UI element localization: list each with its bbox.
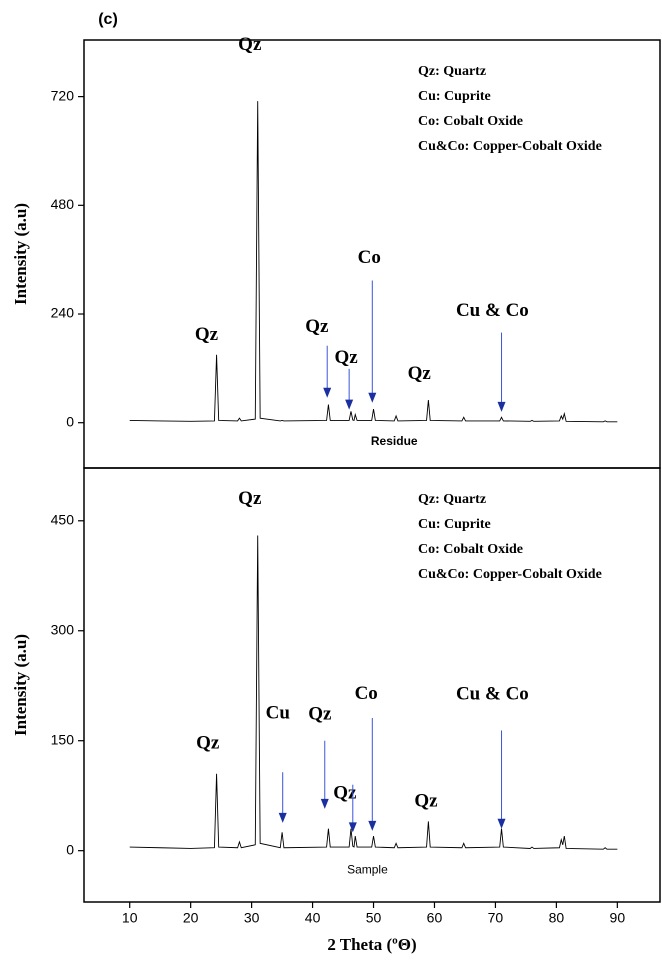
peak-annotation: Qz — [408, 363, 432, 384]
legend-note: Qz: Quartz — [418, 64, 486, 79]
y-axis-label: Intensity (a.u) — [11, 634, 30, 736]
arrow-head — [345, 399, 354, 410]
y-tick-label: 150 — [51, 731, 75, 747]
peak-annotation: Co — [358, 247, 381, 268]
y-tick-label: 240 — [51, 305, 75, 321]
y-tick-label: 720 — [51, 87, 75, 103]
legend-note: Cu: Cuprite — [418, 517, 491, 532]
peak-annotation: Cu — [266, 703, 291, 724]
plot-frame — [83, 467, 661, 903]
panel-caption: Sample — [347, 863, 388, 877]
x-tick-label: 20 — [183, 910, 199, 926]
x-tick-label: 30 — [244, 910, 260, 926]
peak-annotation: Qz — [195, 324, 219, 345]
arrow-head — [368, 392, 377, 403]
arrow-head — [368, 820, 377, 831]
arrow-head — [497, 401, 506, 412]
peak-annotation: Qz — [414, 791, 438, 812]
xrd-line — [129, 535, 618, 850]
x-axis-label: 2 Theta (ºΘ) — [327, 935, 416, 954]
legend-note: Qz: Quartz — [418, 492, 486, 507]
legend-note: Cu: Cuprite — [418, 89, 491, 104]
x-tick-label: 50 — [366, 910, 382, 926]
y-tick-label: 300 — [51, 621, 75, 637]
panel-caption: Residue — [371, 434, 418, 448]
x-tick-label: 40 — [305, 910, 321, 926]
y-tick-label: 0 — [66, 413, 74, 429]
peak-annotation: Qz — [305, 316, 329, 337]
peak-annotation: Cu & Co — [456, 684, 529, 705]
x-tick-label: 80 — [549, 910, 565, 926]
legend-note: Cu&Co: Copper-Cobalt Oxide — [418, 139, 602, 154]
y-tick-label: 450 — [51, 511, 75, 527]
arrow-head — [278, 812, 287, 823]
peak-annotation: Cu & Co — [456, 300, 529, 321]
arrow-head — [348, 822, 357, 833]
peak-annotation: Qz — [238, 34, 262, 55]
peak-annotation: Qz — [334, 347, 358, 368]
x-tick-label: 70 — [488, 910, 504, 926]
legend-note: Co: Cobalt Oxide — [418, 542, 523, 557]
peak-annotation: Co — [355, 683, 378, 704]
x-tick-label: 10 — [122, 910, 138, 926]
arrow-head — [320, 798, 329, 809]
legend-note: Co: Cobalt Oxide — [418, 114, 523, 129]
x-tick-label: 90 — [610, 910, 626, 926]
y-axis-label: Intensity (a.u) — [11, 203, 30, 305]
xrd-line — [129, 101, 618, 423]
y-tick-label: 0 — [66, 841, 74, 857]
legend-note: Cu&Co: Copper-Cobalt Oxide — [418, 567, 602, 582]
peak-annotation: Qz — [238, 488, 262, 509]
peak-annotation: Qz — [308, 703, 332, 724]
arrow-head — [323, 387, 332, 398]
y-tick-label: 480 — [51, 196, 75, 212]
peak-annotation: Qz — [333, 783, 357, 804]
arrow-head — [497, 818, 506, 829]
panel-label: (c) — [98, 11, 118, 28]
x-tick-label: 60 — [427, 910, 443, 926]
peak-annotation: Qz — [196, 733, 220, 754]
